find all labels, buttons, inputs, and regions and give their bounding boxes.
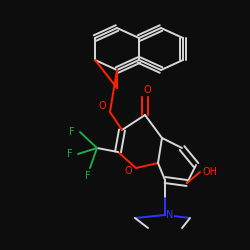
Text: O: O [143,85,151,95]
Text: F: F [67,149,73,159]
Text: O: O [124,166,132,176]
Text: OH: OH [202,167,218,177]
Text: F: F [69,127,75,137]
Text: O: O [98,101,106,111]
Text: N: N [166,210,174,220]
Text: F: F [85,171,91,181]
